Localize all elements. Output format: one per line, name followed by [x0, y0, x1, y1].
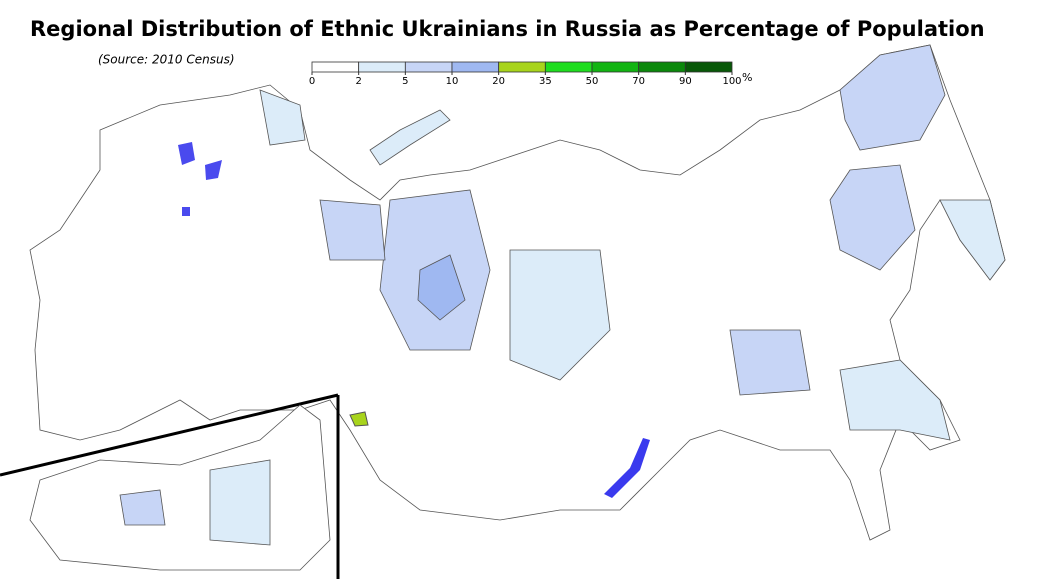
- region: [939, 199, 1006, 281]
- legend-tick-label: 20: [492, 76, 505, 87]
- legend-swatch: [404, 61, 453, 73]
- legend-tick-label: 10: [446, 76, 459, 87]
- region: [729, 329, 811, 396]
- inset-region: [119, 489, 166, 526]
- region: [829, 164, 916, 271]
- inset-region: [209, 459, 271, 546]
- legend-unit: %: [742, 71, 752, 84]
- lake: [182, 207, 190, 216]
- legend-swatch: [311, 61, 360, 73]
- lake-baikal: [604, 438, 650, 498]
- lake: [205, 160, 222, 180]
- legend: 0 2 5 10 20 35 50 70 90 100%: [309, 61, 752, 87]
- legend-swatch: [451, 61, 500, 73]
- legend-tick-label: 2: [355, 76, 361, 87]
- legend-tick-label: 50: [586, 76, 599, 87]
- legend-tick-label: 70: [632, 76, 645, 87]
- region: [369, 109, 451, 166]
- region: [319, 199, 386, 261]
- legend-tick-label: 90: [679, 76, 692, 87]
- inset-border: [0, 393, 339, 477]
- legend-swatch: [358, 61, 406, 73]
- legend-tick-label: 100: [722, 76, 741, 87]
- legend-swatch: [591, 61, 640, 73]
- legend-swatch: [684, 61, 733, 73]
- region: [509, 249, 611, 381]
- legend-tick-label: 35: [539, 76, 552, 87]
- legend-tick-label: 5: [402, 76, 408, 87]
- region: [839, 44, 946, 151]
- region: [259, 89, 306, 146]
- legend-tick-label: 0: [309, 76, 315, 87]
- legend-swatch: [498, 61, 546, 73]
- region: [417, 254, 466, 321]
- legend-swatch: [638, 61, 686, 73]
- title: Regional Distribution of Ethnic Ukrainia…: [30, 17, 985, 41]
- region: [839, 359, 951, 441]
- legend-swatch: [544, 61, 593, 73]
- lake: [178, 142, 195, 165]
- source: (Source: 2010 Census): [98, 53, 235, 67]
- region: [349, 411, 369, 427]
